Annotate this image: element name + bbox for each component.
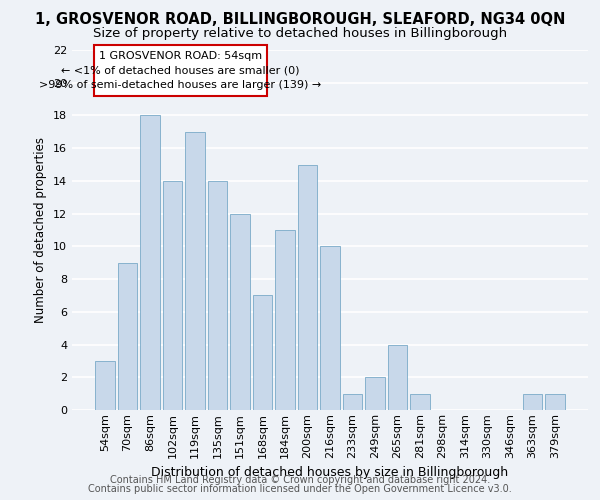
FancyBboxPatch shape bbox=[94, 45, 267, 96]
Bar bbox=[208, 181, 227, 410]
Text: Contains HM Land Registry data © Crown copyright and database right 2024.: Contains HM Land Registry data © Crown c… bbox=[110, 475, 490, 485]
Text: Contains public sector information licensed under the Open Government Licence v3: Contains public sector information licen… bbox=[88, 484, 512, 494]
Bar bbox=[163, 181, 182, 410]
Bar bbox=[523, 394, 542, 410]
Y-axis label: Number of detached properties: Number of detached properties bbox=[34, 137, 47, 323]
Bar bbox=[545, 394, 565, 410]
Bar bbox=[95, 361, 115, 410]
Bar bbox=[118, 262, 137, 410]
Bar bbox=[298, 164, 317, 410]
Text: 1, GROSVENOR ROAD, BILLINGBOROUGH, SLEAFORD, NG34 0QN: 1, GROSVENOR ROAD, BILLINGBOROUGH, SLEAF… bbox=[35, 12, 565, 28]
X-axis label: Distribution of detached houses by size in Billingborough: Distribution of detached houses by size … bbox=[151, 466, 509, 479]
Bar bbox=[343, 394, 362, 410]
Bar bbox=[140, 116, 160, 410]
Text: Size of property relative to detached houses in Billingborough: Size of property relative to detached ho… bbox=[93, 28, 507, 40]
Bar bbox=[388, 344, 407, 410]
Bar bbox=[185, 132, 205, 410]
Bar bbox=[230, 214, 250, 410]
Bar bbox=[275, 230, 295, 410]
Bar bbox=[365, 378, 385, 410]
Bar bbox=[410, 394, 430, 410]
Text: 1 GROSVENOR ROAD: 54sqm
← <1% of detached houses are smaller (0)
>99% of semi-de: 1 GROSVENOR ROAD: 54sqm ← <1% of detache… bbox=[40, 50, 322, 90]
Bar bbox=[320, 246, 340, 410]
Bar bbox=[253, 296, 272, 410]
